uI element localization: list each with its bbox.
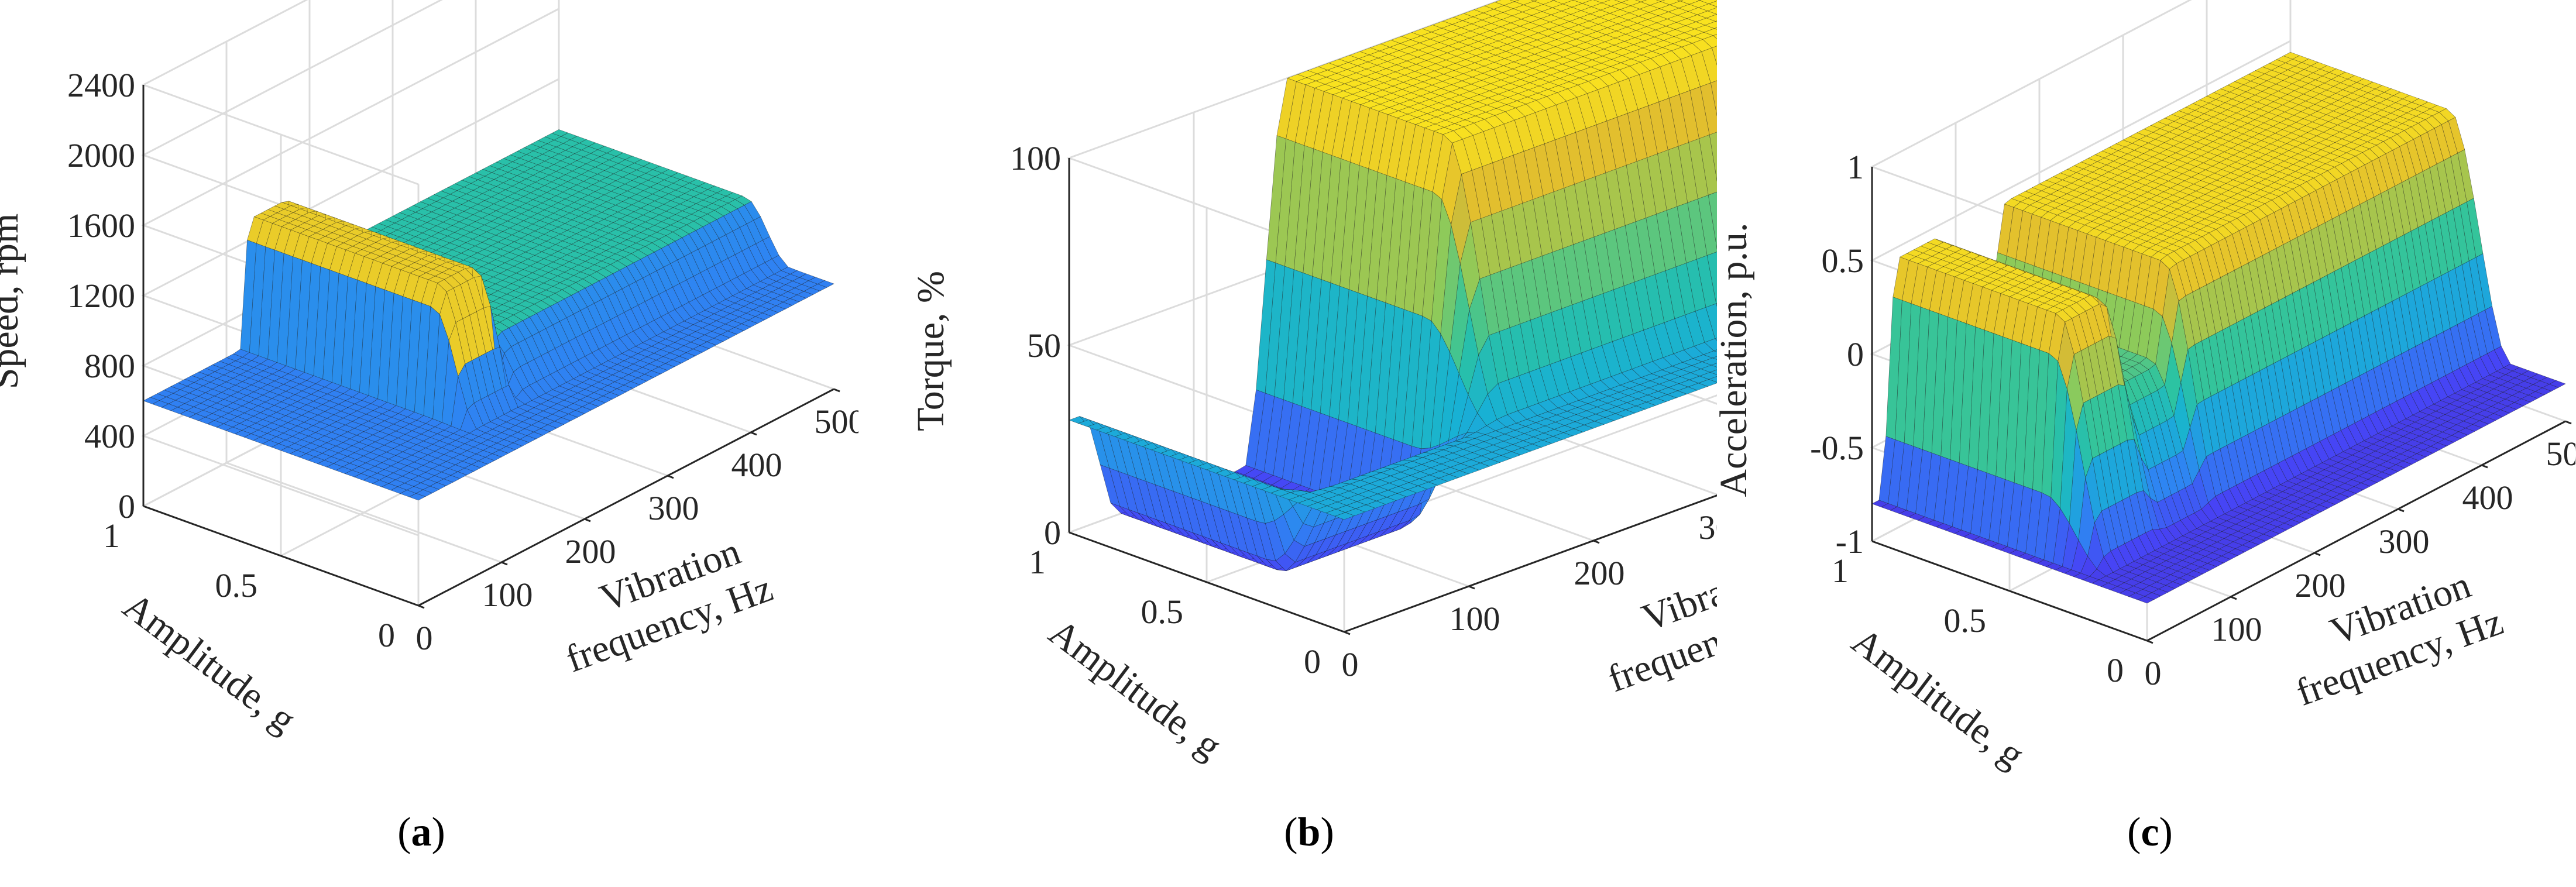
x-tick-label: 200 [565,532,616,570]
caption-a: (a) [397,810,445,855]
z-axis-label: Speed, rpm [0,214,26,390]
y-tick-label: 0.5 [1141,593,1184,631]
chart-svg-a: 010020030040050000.510400800120016002000… [0,0,859,855]
chart-panel-c: 010020030040050000.51-1-0.500.51Accelera… [1717,0,2575,887]
y-tick-label: 1 [103,517,120,555]
y-tick-label: 0 [378,616,395,654]
x-tick-label: 200 [1574,554,1625,592]
caption-b: (b) [1284,810,1334,855]
x-tick-mark [1593,539,1600,544]
z-tick-label: 1600 [67,207,135,245]
caption-letter: a [411,810,432,855]
surface-facet [1713,349,1717,352]
surface-facet [1708,376,1717,383]
x-tick-mark [833,388,840,393]
z-tick-label: 400 [84,417,135,455]
z-tick-label: 0 [1044,514,1061,552]
surface-facet [1656,0,1665,2]
x-tick-label: 500 [815,403,859,441]
y-tick-label: 0.5 [215,566,258,604]
y-tick-label: 0 [1304,642,1321,680]
surface-facet [1708,1,1717,7]
caption-close-paren: ) [432,810,445,855]
surface-facet [1706,252,1717,304]
y-axis-line [143,505,419,607]
caption-letter: b [1298,810,1321,855]
y-axis-line [1069,531,1345,633]
x-tick-mark [501,561,508,566]
surface-facet [1708,191,1717,250]
surface-facet [1715,338,1717,341]
surface-facet [1711,80,1717,116]
z-tick-label: 100 [1010,139,1061,177]
surface-facet [1709,132,1717,182]
z-axis-label: Torque, % [909,271,952,431]
x-tick-label: 100 [1450,600,1500,638]
caption-open-paren: ( [397,810,411,855]
surface-facet [1509,0,1520,2]
grid-z-6 [141,0,419,185]
surface-b [1069,0,1717,572]
x-tick-label: 300 [648,489,699,527]
z-tick-label: 2000 [67,136,135,174]
x-tick-mark [667,475,674,479]
surface-facet [1712,46,1717,66]
y-axis-label: Amplitude, g [1041,611,1229,768]
x-tick-mark [750,431,757,436]
x-axis-line [418,388,834,607]
surface-facet [1707,7,1717,15]
caption-close-paren: ) [1320,810,1334,855]
z-tick-label: 50 [1027,326,1061,365]
x-tick-label: 0 [1342,645,1359,683]
x-tick-mark [1468,585,1475,590]
surface-facet [1530,0,1538,2]
x-axis-line [1344,494,1717,633]
chart-svg-c: 010020030040050000.51-1-0.500.51Accelera… [1717,0,2575,855]
x-tick-label: 0 [416,619,433,657]
caption-open-paren: ( [1284,810,1297,855]
surface-facet [1715,20,1717,22]
x-tick-label: 400 [731,446,782,484]
x-tick-mark [418,604,425,609]
surface-facet [1614,0,1629,3]
surface-a [143,129,834,501]
surface-facet [1635,0,1647,2]
surface-facet [1709,369,1717,375]
surface-facet [1713,27,1717,30]
surface-c [1871,51,2566,604]
surface-facet [1716,303,1717,307]
z-tick-label: 0 [118,487,135,525]
z-tick-label: 2400 [67,66,135,104]
surface-facet [817,280,834,288]
chart-panel-a: 0 100 200 300 400 500 0 0.5 1 0 400 800 1200 1600 2000… [0,0,858,887]
surface-facet [1713,34,1717,40]
x-tick-mark [1344,631,1351,635]
x-tick-label: 300 [1699,508,1718,546]
surface-facet [1677,0,1684,2]
z-tick-label: 800 [84,347,135,385]
y-tick-label: 1 [1029,543,1046,581]
z-tick-label: 1200 [67,277,135,315]
surface-facet [1711,363,1717,367]
y-axis-label: Amplitude, g [115,585,304,741]
x-tick-mark [584,518,591,522]
x-tick-label: 100 [482,576,533,614]
surface-facet [1712,356,1717,360]
